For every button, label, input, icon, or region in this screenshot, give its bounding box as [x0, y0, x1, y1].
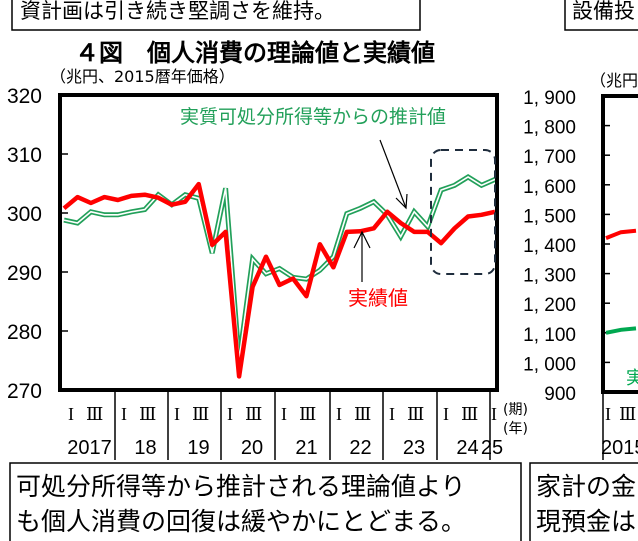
chart-title: ４図 個人消費の理論値と実績値 [75, 39, 435, 67]
quarter-label-III: Ⅲ [299, 404, 316, 424]
y-tick-label: 310 [7, 144, 42, 167]
quarter-label-I: I [281, 404, 287, 424]
right-y-tick-label: 1, 100 [523, 325, 576, 346]
quarter-label-I: I [443, 404, 449, 424]
quarter-label-III: Ⅲ [354, 404, 371, 424]
y-tick-label: 280 [7, 321, 42, 344]
year-label: 24 [456, 437, 478, 459]
year-label: 21 [295, 437, 317, 459]
quarter-label-I: I [121, 404, 127, 424]
x-period-label: (期) [503, 402, 528, 418]
year-label: 23 [403, 437, 425, 459]
right-y-tick-label: 1, 800 [523, 118, 576, 139]
top-text-box-right [564, 0, 638, 31]
year-label: 20 [241, 437, 263, 459]
y-tick-label: 290 [7, 262, 42, 285]
right-y-tick-label: 1, 500 [523, 206, 576, 227]
estimate-series-label: 実質可処分所得等からの推計値 [180, 106, 446, 128]
right-y-tick-label: 1, 000 [523, 354, 576, 375]
right-year-label: 2015 [601, 437, 638, 459]
year-label: 19 [187, 437, 209, 459]
quarter-label-I: I [491, 404, 497, 424]
caption-box-right [529, 462, 638, 541]
actual-series-label: 実績値 [348, 286, 408, 310]
right-y-tick-label: 1, 200 [523, 295, 576, 316]
x-year-label: (年) [503, 421, 528, 437]
caption-box-left [9, 462, 522, 541]
actual-arrowhead [353, 230, 371, 249]
dashed-highlight-box [430, 149, 496, 275]
year-label: 25 [481, 437, 503, 459]
quarter-label-I: I [174, 404, 180, 424]
top-box-left-text: 資計画は引き続き堅調さを維持。 [20, 0, 335, 23]
quarter-label-I: I [336, 404, 342, 424]
right-green-series-line [605, 326, 637, 335]
y-axis-unit-label: （兆円、2015暦年価格） [50, 67, 235, 86]
caption-right-line2: 現預金は [536, 507, 636, 536]
caption-left-line2: も個人消費の回復は緩やかにとどまる。 [16, 507, 466, 536]
year-label: 18 [134, 437, 156, 459]
right-quarter-label-III: Ⅲ [619, 404, 636, 424]
year-label: 2017 [67, 437, 112, 459]
caption-right-line1: 家計の金 [536, 472, 636, 501]
quarter-label-III: Ⅲ [461, 404, 478, 424]
y-tick-label: 300 [7, 203, 42, 226]
caption-left-line1: 可処分所得等から推計される理論値より [16, 472, 466, 501]
estimate-arrow [379, 139, 407, 209]
right-y-tick-label: 1, 900 [523, 88, 576, 109]
right-y-tick-label: 900 [544, 384, 576, 405]
right-chart-partial-label: 実 [626, 368, 638, 389]
right-y-tick-label: 1, 600 [523, 177, 576, 198]
y-tick-label: 270 [7, 380, 42, 403]
top-box-right-text: 設備投 [572, 0, 635, 23]
quarter-label-III: Ⅲ [192, 404, 209, 424]
right-y-tick-label: 1, 400 [523, 236, 576, 257]
year-label: 22 [349, 437, 371, 459]
right-plot-frame [601, 94, 638, 394]
quarter-label-III: Ⅲ [245, 404, 262, 424]
quarter-label-I: I [68, 404, 74, 424]
quarter-label-I: I [227, 404, 233, 424]
estimate-arrowhead [395, 193, 408, 210]
right-red-series-line [605, 228, 637, 240]
plot-frame [58, 93, 499, 392]
top-text-box-left [11, 0, 421, 31]
quarter-label-I: I [389, 404, 395, 424]
quarter-label-III: Ⅲ [139, 404, 156, 424]
quarter-label-III: Ⅲ [407, 404, 424, 424]
right-y-tick-label: 1, 300 [523, 266, 576, 287]
right-chart-unit-label: （兆円 [590, 71, 638, 90]
y-tick-label: 320 [7, 85, 42, 108]
right-quarter-label-I: I [605, 404, 611, 424]
right-y-tick-label: 1, 700 [523, 147, 576, 168]
quarter-label-III: Ⅲ [86, 404, 103, 424]
